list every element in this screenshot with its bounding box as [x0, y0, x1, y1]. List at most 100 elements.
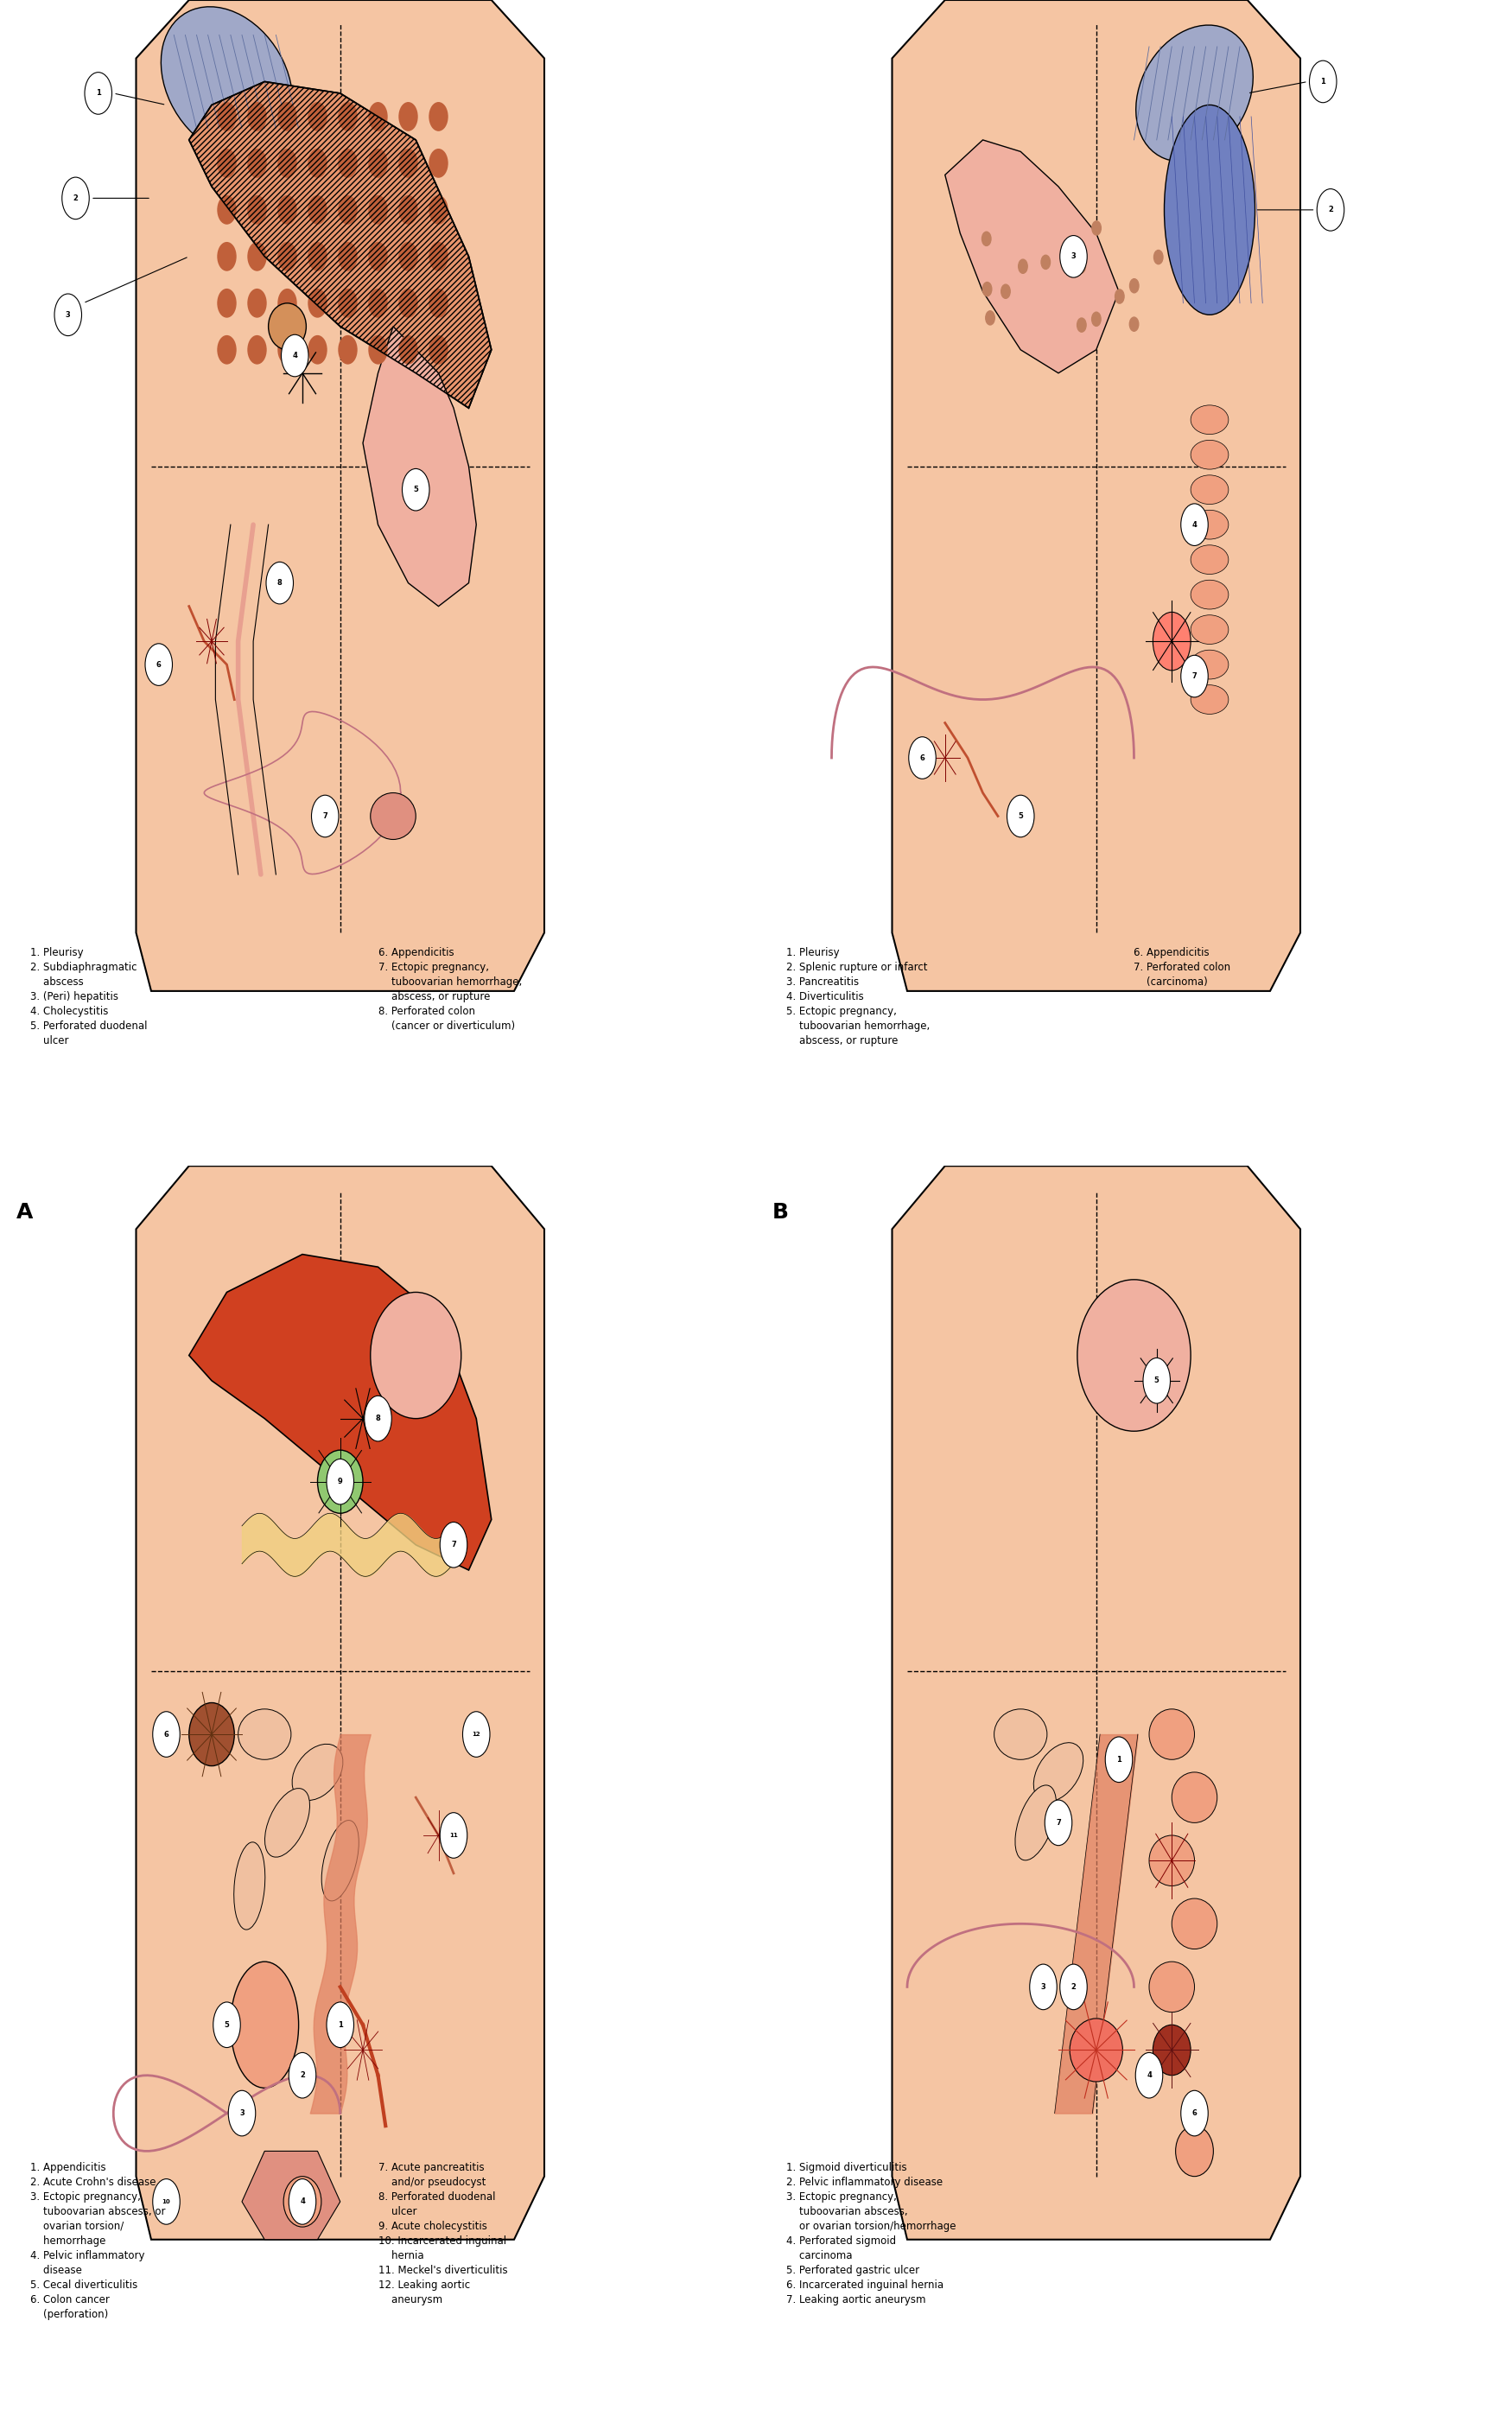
Text: 6. Appendicitis
7. Perforated colon
    (carcinoma): 6. Appendicitis 7. Perforated colon (car… — [1134, 947, 1231, 989]
Circle shape — [1001, 231, 1010, 245]
Circle shape — [248, 197, 266, 223]
Circle shape — [289, 2179, 316, 2225]
Circle shape — [429, 197, 448, 223]
Text: 9: 9 — [337, 1477, 343, 1487]
Circle shape — [218, 335, 236, 364]
Polygon shape — [363, 325, 476, 607]
Circle shape — [308, 102, 327, 131]
Ellipse shape — [1149, 1710, 1194, 1759]
Circle shape — [369, 102, 387, 131]
Circle shape — [248, 243, 266, 270]
Text: 1. Pleurisy
2. Splenic rupture or infarct
3. Pancreatitis
4. Diverticulitis
5. E: 1. Pleurisy 2. Splenic rupture or infarc… — [786, 947, 930, 1047]
Circle shape — [85, 73, 112, 114]
Ellipse shape — [370, 792, 416, 840]
Circle shape — [1154, 612, 1191, 670]
Ellipse shape — [1015, 1785, 1057, 1861]
Circle shape — [1060, 236, 1087, 277]
Text: 6. Appendicitis
7. Ectopic pregnancy,
    tuboovarian hemorrhage,
    abscess, o: 6. Appendicitis 7. Ectopic pregnancy, tu… — [378, 947, 522, 1032]
Ellipse shape — [269, 304, 305, 350]
Circle shape — [1117, 231, 1126, 245]
Ellipse shape — [1034, 1742, 1083, 1802]
Text: 1. Sigmoid diverticulitis
2. Pelvic inflammatory disease
3. Ectopic pregnancy,
 : 1. Sigmoid diverticulitis 2. Pelvic infl… — [786, 2162, 956, 2305]
Circle shape — [311, 794, 339, 838]
Circle shape — [369, 197, 387, 223]
Text: B: B — [773, 1202, 789, 1224]
Ellipse shape — [239, 1710, 290, 1759]
Text: 12: 12 — [472, 1732, 481, 1737]
Text: 7: 7 — [322, 811, 328, 821]
Circle shape — [308, 243, 327, 270]
Circle shape — [1080, 260, 1089, 274]
Ellipse shape — [1070, 2018, 1122, 2082]
Circle shape — [1317, 189, 1344, 231]
Circle shape — [339, 335, 357, 364]
Circle shape — [440, 1812, 467, 1858]
Circle shape — [339, 289, 357, 318]
Text: 8: 8 — [277, 578, 283, 588]
Ellipse shape — [1191, 615, 1229, 644]
Circle shape — [1055, 231, 1064, 245]
Ellipse shape — [1172, 1899, 1217, 1948]
Circle shape — [399, 335, 417, 364]
Circle shape — [62, 177, 89, 219]
Circle shape — [399, 197, 417, 223]
Circle shape — [278, 102, 296, 131]
Text: 7: 7 — [1055, 1819, 1061, 1827]
Circle shape — [1092, 308, 1101, 323]
Circle shape — [339, 243, 357, 270]
Ellipse shape — [1191, 510, 1229, 539]
Circle shape — [1007, 794, 1034, 838]
Text: 1: 1 — [337, 2021, 343, 2028]
Circle shape — [153, 1712, 180, 1756]
Text: 6: 6 — [919, 753, 925, 763]
Ellipse shape — [1164, 104, 1255, 316]
Ellipse shape — [1149, 1963, 1194, 2011]
Ellipse shape — [292, 1744, 343, 1800]
Circle shape — [1136, 221, 1145, 236]
Text: 10: 10 — [162, 2198, 171, 2203]
Text: 4: 4 — [1146, 2072, 1152, 2079]
Text: 1. Appendicitis
2. Acute Crohn's disease
3. Ectopic pregnancy,
    tuboovarian a: 1. Appendicitis 2. Acute Crohn's disease… — [30, 2162, 165, 2320]
Circle shape — [218, 148, 236, 177]
Text: 2: 2 — [1070, 1982, 1077, 1992]
Text: 3: 3 — [1070, 253, 1077, 260]
Ellipse shape — [1191, 581, 1229, 610]
Circle shape — [278, 148, 296, 177]
Circle shape — [327, 2001, 354, 2048]
Circle shape — [1060, 1965, 1087, 2009]
Text: 5: 5 — [413, 486, 419, 493]
Circle shape — [1037, 231, 1046, 245]
Circle shape — [218, 197, 236, 223]
Circle shape — [1181, 503, 1208, 547]
Text: 7. Acute pancreatitis
    and/or pseudocyst
8. Perforated duodenal
    ulcer
9. : 7. Acute pancreatitis and/or pseudocyst … — [378, 2162, 508, 2305]
Circle shape — [218, 289, 236, 318]
Text: 8: 8 — [375, 1414, 381, 1423]
Ellipse shape — [1191, 476, 1229, 505]
Ellipse shape — [1191, 685, 1229, 714]
Circle shape — [339, 102, 357, 131]
Circle shape — [278, 335, 296, 364]
Ellipse shape — [231, 1963, 299, 2089]
Text: 1: 1 — [1320, 78, 1326, 85]
Circle shape — [145, 644, 172, 685]
Circle shape — [308, 335, 327, 364]
Circle shape — [54, 294, 82, 335]
Ellipse shape — [1172, 1773, 1217, 1822]
Circle shape — [1030, 1965, 1057, 2009]
Circle shape — [213, 2001, 240, 2048]
Ellipse shape — [265, 1788, 310, 1858]
Circle shape — [1309, 61, 1337, 102]
Circle shape — [278, 289, 296, 318]
Circle shape — [1181, 2091, 1208, 2135]
Circle shape — [369, 289, 387, 318]
Ellipse shape — [1191, 651, 1229, 680]
Circle shape — [1099, 260, 1108, 272]
Circle shape — [429, 289, 448, 318]
Circle shape — [289, 2053, 316, 2099]
Ellipse shape — [1191, 440, 1229, 469]
Circle shape — [402, 469, 429, 510]
Circle shape — [1152, 316, 1161, 330]
Text: 2: 2 — [1328, 206, 1334, 214]
Circle shape — [308, 148, 327, 177]
Circle shape — [308, 197, 327, 223]
